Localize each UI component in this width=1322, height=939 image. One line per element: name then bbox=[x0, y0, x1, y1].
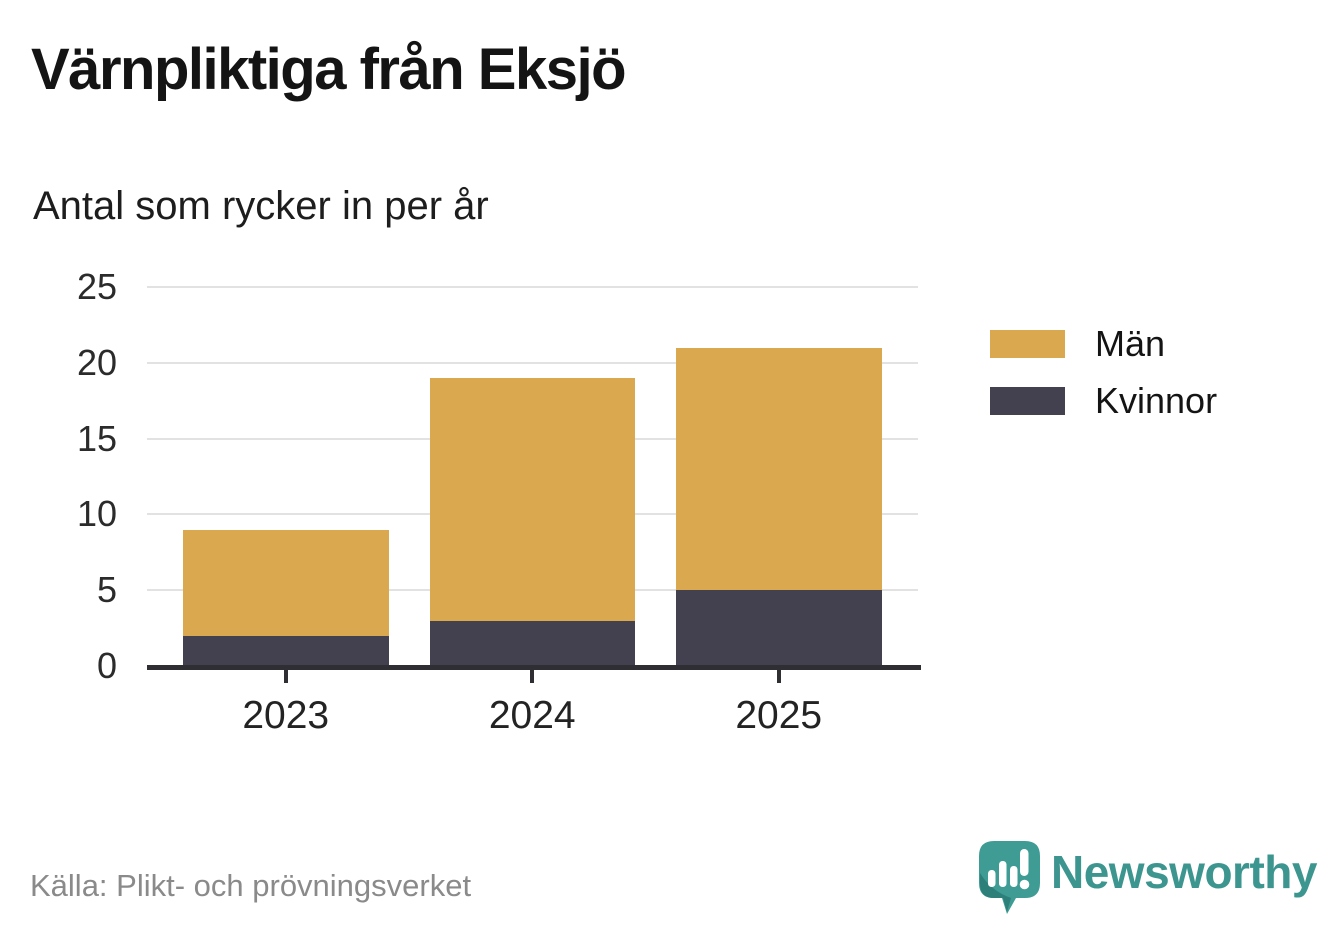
bar-segment-kvinnor-2025 bbox=[676, 590, 882, 666]
x-axis-label-2023: 2023 bbox=[242, 694, 330, 737]
plot-area: 0 5 10 15 20 25 2023 2024 2025 bbox=[77, 266, 922, 737]
legend-label-kvinnor: Kvinnor bbox=[1095, 380, 1218, 421]
source-note: Källa: Plikt- och prövningsverket bbox=[30, 868, 472, 903]
chart-subtitle: Antal som rycker in per år bbox=[33, 184, 489, 228]
bar-2025 bbox=[676, 287, 882, 666]
bar-segment-kvinnor-2024 bbox=[429, 620, 635, 666]
newsworthy-logo: Newsworthy bbox=[978, 840, 1317, 915]
y-axis-tick-label: 10 bbox=[76, 493, 117, 535]
bar-segment-man-2024 bbox=[429, 377, 635, 621]
legend-swatch-man bbox=[990, 330, 1065, 358]
chart-title: Värnpliktiga från Eksjö bbox=[31, 37, 627, 102]
x-axis-label-2025: 2025 bbox=[735, 694, 823, 737]
bar-2024 bbox=[429, 287, 635, 666]
newsworthy-wordmark: Newsworthy bbox=[1051, 845, 1317, 898]
legend-item-man: Män bbox=[990, 323, 1217, 364]
bar-segment-man-2025 bbox=[676, 347, 882, 591]
y-axis-tick-label: 0 bbox=[96, 645, 117, 686]
bar-segment-kvinnor-2023 bbox=[183, 635, 389, 666]
legend: Män Kvinnor bbox=[990, 323, 1218, 444]
x-axis-tick-2024 bbox=[530, 667, 535, 683]
legend-label-man: Män bbox=[1095, 323, 1166, 364]
x-axis-tick-2025 bbox=[776, 667, 781, 683]
bar-2023 bbox=[183, 287, 389, 666]
gridline-25 bbox=[147, 286, 918, 288]
newsworthy-speech-bubble-chart-icon bbox=[979, 841, 1040, 914]
gridline-20 bbox=[147, 361, 918, 364]
y-axis-tick-label: 5 bbox=[96, 569, 117, 611]
x-axis-tick-2023 bbox=[283, 667, 288, 683]
y-axis-tick-label: 15 bbox=[76, 417, 117, 459]
bar-segment-man-2023 bbox=[183, 529, 389, 636]
y-axis-tick-label: 20 bbox=[76, 341, 117, 383]
legend-swatch-kvinnor bbox=[990, 387, 1065, 415]
legend-item-kvinnor: Kvinnor bbox=[990, 380, 1218, 421]
y-axis-tick-label: 25 bbox=[76, 266, 117, 307]
x-axis-label-2024: 2024 bbox=[488, 694, 576, 737]
